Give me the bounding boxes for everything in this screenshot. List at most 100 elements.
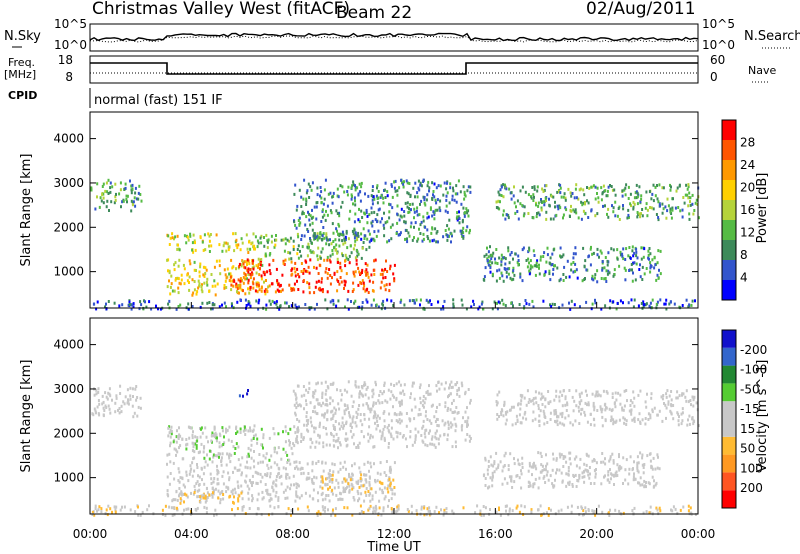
heatmap-cell	[236, 246, 239, 250]
heatmap-cell	[591, 509, 594, 513]
heatmap-cell	[572, 252, 575, 256]
heatmap-cell	[321, 288, 324, 292]
heatmap-cell	[321, 290, 324, 294]
heatmap-cell	[559, 183, 562, 187]
heatmap-cell	[332, 240, 335, 243]
heatmap-cell	[417, 179, 420, 183]
heatmap-cell	[346, 193, 349, 197]
heatmap-cell	[357, 499, 359, 503]
heatmap-cell	[656, 508, 659, 512]
heatmap-cell	[360, 185, 363, 189]
heatmap-cell	[652, 207, 655, 211]
heatmap-cell	[564, 455, 567, 459]
heatmap-cell	[423, 307, 426, 311]
heatmap-cell	[268, 499, 271, 503]
heatmap-cell	[320, 480, 323, 484]
heatmap-cell	[476, 504, 479, 508]
heatmap-cell	[375, 194, 378, 198]
heatmap-cell	[188, 472, 191, 476]
heatmap-cell	[391, 393, 394, 397]
heatmap-cell	[604, 419, 607, 423]
heatmap-cell	[435, 410, 438, 414]
heatmap-cell	[169, 435, 172, 439]
heatmap-cell	[572, 270, 575, 274]
heatmap-cell	[500, 263, 503, 267]
heatmap-cell	[319, 232, 322, 236]
heatmap-cell	[239, 277, 242, 281]
heatmap-cell	[211, 487, 214, 491]
heatmap-cell	[369, 499, 372, 503]
heatmap-cell	[659, 298, 662, 302]
heatmap-cell	[547, 513, 550, 517]
heatmap-cell	[372, 401, 375, 405]
heatmap-cell	[294, 270, 297, 274]
heatmap-cell	[382, 196, 385, 200]
heatmap-cell	[512, 194, 515, 198]
heatmap-cell	[381, 482, 384, 486]
heatmap-cell	[466, 433, 469, 436]
nave-label: Nave	[748, 64, 776, 77]
heatmap-cell	[373, 230, 376, 234]
heatmap-cell	[360, 510, 363, 513]
heatmap-cell	[384, 181, 387, 185]
heatmap-cell	[130, 191, 133, 195]
heatmap-cell	[316, 254, 319, 258]
heatmap-cell	[627, 208, 630, 212]
heatmap-cell	[229, 272, 232, 276]
heatmap-cell	[442, 193, 445, 197]
heatmap-cell	[622, 207, 625, 211]
heatmap-cell	[270, 497, 273, 501]
heatmap-cell	[279, 283, 282, 287]
heatmap-cell	[542, 409, 545, 413]
heatmap-cell	[486, 257, 489, 261]
heatmap-cell	[594, 214, 597, 218]
heatmap-cell	[248, 507, 251, 510]
heatmap-cell	[365, 272, 368, 276]
heatmap-cell	[616, 474, 619, 477]
heatmap-cell	[344, 237, 347, 241]
heatmap-cell	[540, 200, 543, 204]
heatmap-cell	[331, 492, 334, 496]
heatmap-cell	[323, 415, 326, 419]
colorbar-tick-label: -50	[740, 382, 760, 396]
heatmap-cell	[292, 245, 295, 249]
heatmap-cell	[325, 399, 328, 402]
heatmap-cell	[576, 276, 579, 280]
heatmap-cell	[427, 237, 430, 241]
heatmap-cell	[274, 243, 277, 247]
heatmap-cell	[540, 206, 543, 210]
heatmap-cell	[469, 401, 471, 405]
heatmap-cell	[532, 397, 535, 401]
heatmap-cell	[552, 195, 555, 199]
heatmap-cell	[600, 186, 603, 190]
heatmap-cell	[360, 479, 362, 483]
heatmap-cell	[605, 390, 608, 394]
heatmap-cell	[576, 505, 579, 509]
heatmap-cell	[599, 249, 602, 253]
heatmap-cell	[205, 506, 208, 510]
heatmap-cell	[241, 506, 244, 509]
heatmap-cell	[331, 399, 334, 403]
heatmap-cell	[648, 190, 651, 194]
heatmap-cell	[369, 461, 372, 465]
heatmap-cell	[346, 437, 349, 441]
heatmap-cell	[360, 282, 363, 285]
heatmap-cell	[275, 238, 278, 242]
heatmap-cell	[352, 496, 355, 499]
heatmap-cell	[209, 472, 212, 476]
heatmap-cell	[540, 392, 543, 396]
heatmap-cell	[329, 238, 331, 242]
heatmap-cell	[119, 181, 122, 185]
heatmap-cell	[688, 422, 691, 426]
heatmap-cell	[363, 234, 366, 238]
heatmap-cell	[241, 471, 243, 475]
heatmap-cell	[405, 412, 408, 415]
heatmap-cell	[523, 212, 526, 216]
heatmap-cell	[565, 409, 568, 412]
heatmap-cell	[640, 197, 643, 201]
heatmap-cell	[592, 251, 595, 255]
heatmap-cell	[607, 511, 610, 515]
heatmap-cell	[336, 388, 338, 392]
heatmap-cell	[247, 302, 250, 306]
heatmap-cell	[414, 195, 416, 199]
